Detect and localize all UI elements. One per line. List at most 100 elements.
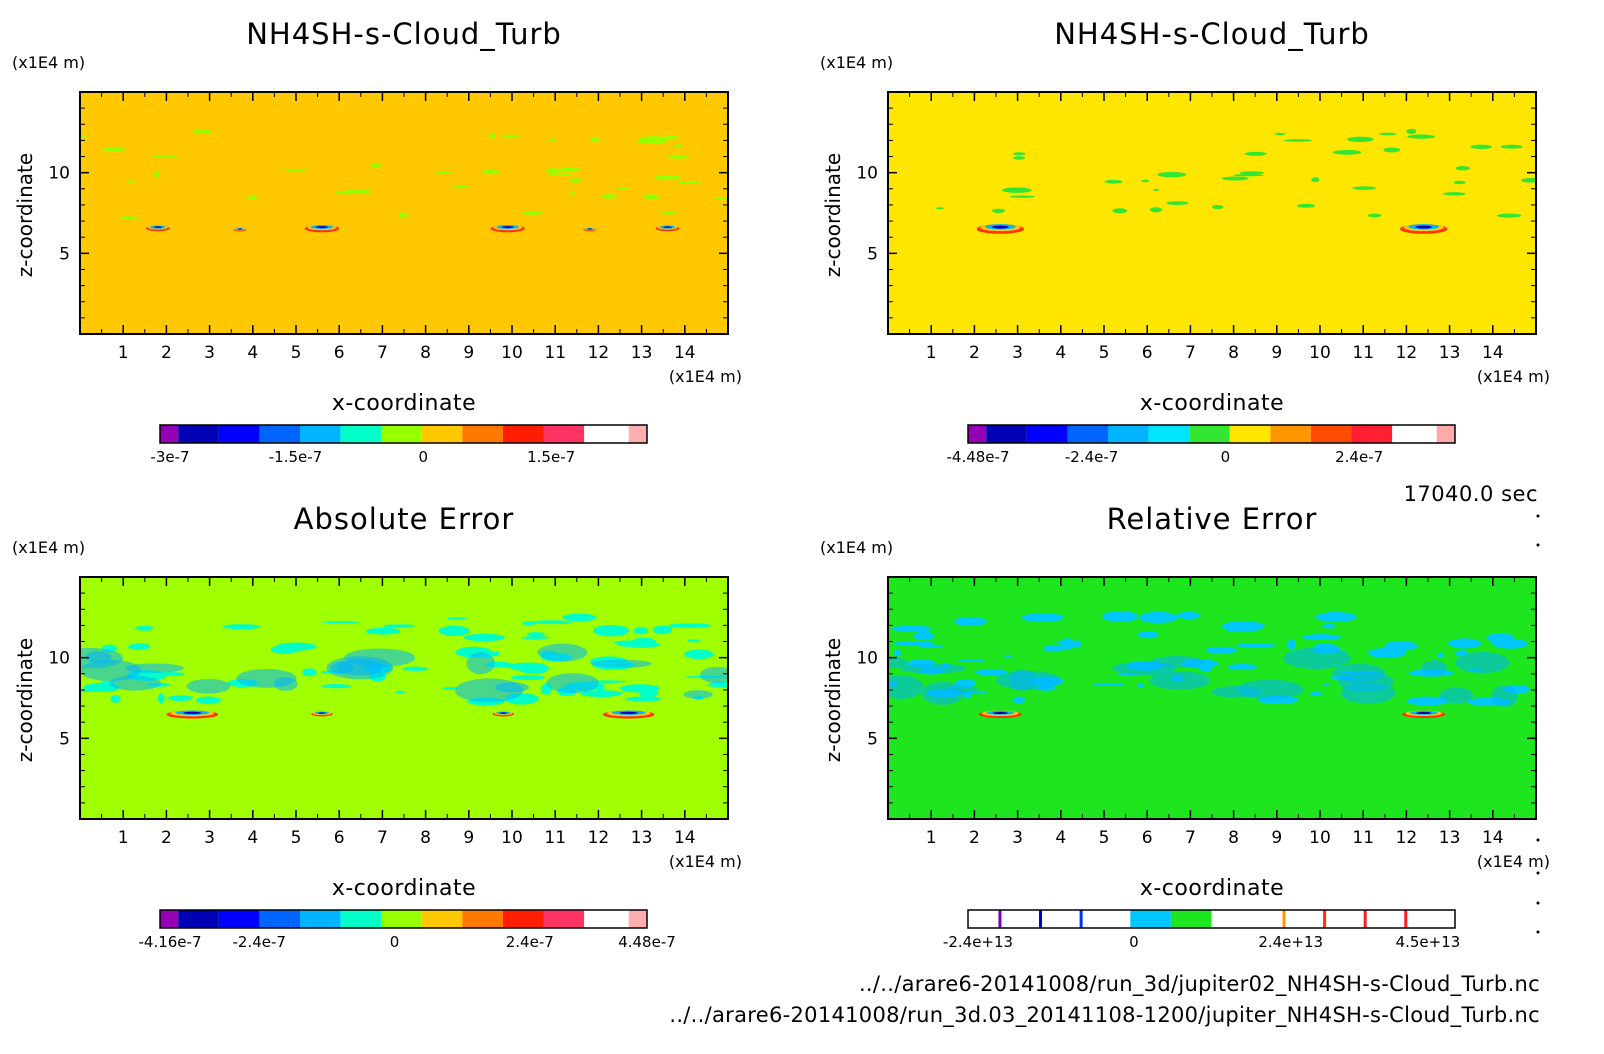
cloud-patch bbox=[1150, 655, 1205, 669]
cloud-patch bbox=[620, 684, 660, 693]
cloud-patch bbox=[1274, 132, 1286, 136]
cloud-patch bbox=[321, 684, 351, 689]
colorbar-label: 0 bbox=[390, 933, 400, 951]
cloud-patch bbox=[454, 678, 524, 703]
feature-core bbox=[311, 711, 333, 717]
x-tick-label: 4 bbox=[247, 828, 258, 848]
cloud-patch bbox=[1237, 679, 1304, 700]
cloud-patch bbox=[1221, 176, 1249, 181]
panel-4: Relative Error(x1E4 m)1 2 3 4 5 6 7 8 9 10 11 12 13 1… bbox=[820, 502, 1550, 951]
cloud-patch bbox=[191, 129, 212, 135]
x-tick-label: 13 bbox=[1439, 828, 1461, 848]
margin-dot bbox=[1536, 514, 1540, 518]
cloud-patch bbox=[616, 642, 662, 648]
x-axis-label: x-coordinate bbox=[332, 391, 476, 416]
colorbar-cell bbox=[340, 425, 382, 443]
cloud-patch bbox=[684, 649, 714, 659]
field-layer bbox=[80, 129, 728, 233]
colorbar-cell bbox=[968, 910, 1009, 928]
colorbar-cell-mark bbox=[1323, 910, 1327, 928]
colorbar-cell bbox=[259, 910, 301, 928]
cloud-patch bbox=[109, 675, 162, 691]
colorbar-cell bbox=[1108, 425, 1149, 443]
x-tick-label: 1 bbox=[118, 828, 129, 848]
cloud-patch bbox=[601, 194, 617, 199]
colorbar-cell bbox=[502, 910, 544, 928]
cloud-patch bbox=[1012, 156, 1026, 160]
colorbar-cell-mark bbox=[1282, 910, 1286, 928]
cloud-patch bbox=[1002, 654, 1014, 657]
cloud-patch bbox=[365, 627, 401, 635]
x-tick-label: 3 bbox=[204, 828, 215, 848]
cloud-patch bbox=[335, 190, 351, 195]
colorbar-label: 0 bbox=[1129, 933, 1139, 951]
x-tick-label: 2 bbox=[161, 828, 172, 848]
cloud-patch bbox=[344, 648, 416, 667]
panel-title: NH4SH-s-Cloud_Turb bbox=[1054, 17, 1370, 51]
cloud-patch bbox=[653, 175, 681, 180]
colorbar-cell-mark bbox=[998, 910, 1002, 928]
y-unit-label: (x1E4 m) bbox=[12, 538, 85, 557]
cloud-patch bbox=[1378, 132, 1397, 136]
colorbar-cell-mark bbox=[1404, 910, 1408, 928]
x-tick-label: 5 bbox=[291, 343, 302, 363]
x-tick-label: 4 bbox=[1055, 828, 1066, 848]
cloud-patch bbox=[520, 211, 544, 215]
simulation-time: 17040.0 sec bbox=[1403, 482, 1538, 506]
cloud-patch bbox=[892, 641, 937, 646]
colorbar-cell bbox=[1089, 910, 1131, 928]
cloud-patch bbox=[128, 643, 151, 650]
cloud-patch bbox=[537, 643, 588, 662]
colorbar-cell bbox=[1211, 910, 1253, 928]
x-tick-label: 6 bbox=[1142, 828, 1153, 848]
cloud-patch bbox=[1244, 151, 1267, 156]
cloud-patch bbox=[1309, 691, 1323, 696]
colorbar-cell bbox=[628, 910, 647, 928]
cloud-patch bbox=[330, 661, 354, 674]
x-tick-label: 9 bbox=[1271, 343, 1282, 363]
colorbar-label: 4.48e-7 bbox=[618, 933, 676, 951]
cloud-patch bbox=[1021, 613, 1064, 623]
colorbar-cell bbox=[1148, 425, 1190, 443]
cloud-patch bbox=[343, 189, 373, 194]
cloud-patch bbox=[1060, 638, 1075, 650]
x-tick-label: 10 bbox=[1309, 343, 1331, 363]
cloud-patch bbox=[643, 194, 660, 200]
cloud-patch bbox=[617, 186, 628, 190]
colorbar-frame bbox=[159, 909, 648, 929]
cloud-patch bbox=[1406, 696, 1449, 706]
colorbar-label: 2.4e-7 bbox=[1335, 448, 1383, 466]
cloud-patch bbox=[888, 657, 909, 669]
x-tick-label: 10 bbox=[501, 828, 523, 848]
cloud-patch bbox=[1012, 152, 1027, 156]
cloud-patch bbox=[580, 690, 623, 697]
cloud-patch bbox=[1448, 638, 1482, 649]
cloud-patch bbox=[548, 173, 572, 176]
x-tick-label: 12 bbox=[1396, 343, 1418, 363]
cloud-patch bbox=[501, 134, 520, 138]
feature-core bbox=[490, 224, 525, 233]
cloud-patch bbox=[1141, 179, 1150, 183]
cloud-patch bbox=[402, 666, 429, 671]
colorbar-label: 1.5e-7 bbox=[527, 448, 575, 466]
colorbar-cell bbox=[1252, 910, 1293, 928]
x-tick-label: 3 bbox=[1012, 343, 1023, 363]
feature-core bbox=[976, 223, 1025, 234]
colorbar-cell bbox=[502, 425, 544, 443]
panel-title: Relative Error bbox=[1107, 502, 1318, 536]
cloud-patch bbox=[913, 631, 935, 641]
colorbar-cell bbox=[1170, 910, 1212, 928]
colorbar: -3e-7 -1.5e-7 0 1.5e-7 bbox=[150, 424, 648, 466]
cloud-patch bbox=[371, 162, 382, 168]
x-tick-label: 8 bbox=[420, 828, 431, 848]
colorbar-cell bbox=[1008, 910, 1050, 928]
colorbar-cell bbox=[543, 425, 585, 443]
colorbar: -4.16e-7 -2.4e-7 0 2.4e-7 4.48e-7 bbox=[139, 909, 676, 951]
x-tick-label: 8 bbox=[420, 343, 431, 363]
colorbar-cell-mark bbox=[1363, 910, 1367, 928]
feature-core bbox=[978, 710, 1022, 719]
colorbar-cell bbox=[1333, 910, 1374, 928]
cloud-patch bbox=[1455, 651, 1510, 674]
cloud-patch bbox=[569, 191, 577, 195]
